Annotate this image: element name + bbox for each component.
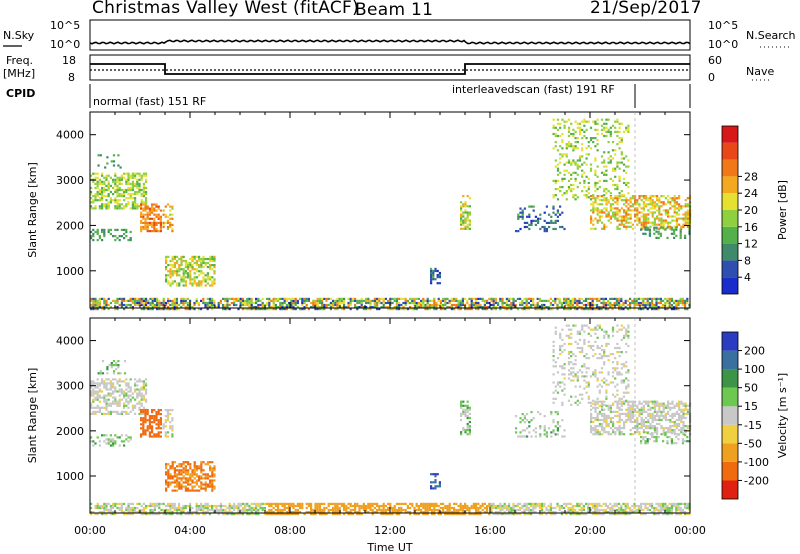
panel-0-cells <box>90 118 692 311</box>
panel-0-ylabel: Slant Range [km] <box>26 162 39 258</box>
panel-1-colorbar-segment-4 <box>722 406 738 425</box>
nave-tick-bottom: 0 <box>708 71 715 84</box>
panel-1-cb-label-4: -15 <box>744 419 762 432</box>
freq-tick-top: 18 <box>62 54 76 67</box>
panel-0-ytick-label-0: 1000 <box>56 265 84 278</box>
nsky-label: N.Sky <box>3 29 35 42</box>
panel-1-colorbar-segment-0 <box>722 480 738 499</box>
panel-0-cb-label-3: 16 <box>744 221 758 234</box>
nsearch-tick-top: 10^5 <box>708 19 739 32</box>
panel-0-ytick-label-1: 2000 <box>56 219 84 232</box>
panel-1-cb-label-0: 200 <box>744 345 765 358</box>
panel-0-colorbar-segment-4 <box>722 210 738 227</box>
panel-0-colorbar-segment-9 <box>722 126 738 143</box>
panel-0-colorbar-segment-7 <box>722 159 738 177</box>
panel-0-colorbar-segment-2 <box>722 243 738 261</box>
nave-tick-top: 60 <box>708 54 722 67</box>
cpid-mode-2: interleavedscan (fast) 191 RF <box>452 83 615 96</box>
panel-1-cb-label-7: -200 <box>744 474 769 487</box>
panel-1-ytick-label-3: 4000 <box>56 335 84 348</box>
panel-1-colorbar-segment-1 <box>722 461 738 481</box>
freq-tick-bottom: 8 <box>68 71 75 84</box>
panel-0-cb-label-0: 4 <box>744 271 751 284</box>
panel-1-ytick-label-0: 1000 <box>56 470 84 483</box>
panel-1-colorbar-segment-6 <box>722 369 738 388</box>
freq-label: Freq. <box>6 54 34 67</box>
panel-1-colorbar-segment-3 <box>722 424 738 444</box>
panel-0-ytick-label-3: 4000 <box>56 129 84 142</box>
panel-1-colorbar-segment-8 <box>722 332 738 351</box>
panel-0-cb-label-6: 28 <box>744 170 758 183</box>
nave-label: Nave <box>746 65 775 78</box>
panel-1-cb-label-6: -100 <box>744 456 769 469</box>
panel-0-cb-label-1: 8 <box>744 254 751 267</box>
beam-label: Beam 11 <box>355 0 434 20</box>
panel-1-cb-label-1: 100 <box>744 363 765 376</box>
cpid-label: CPID <box>6 87 36 100</box>
panel-1-cb-label-5: -50 <box>744 437 762 450</box>
xtick-label-3: 12:00 <box>374 524 406 537</box>
nsearch-tick-bottom: 10^0 <box>708 38 739 51</box>
panel-1-colorbar-segment-2 <box>722 443 738 462</box>
panel-0-colorbar-segment-5 <box>722 193 738 210</box>
panel-1-cb-label-2: 50 <box>744 382 758 395</box>
panel-1-ylabel: Slant Range [km] <box>26 368 39 464</box>
panel-0-colorbar-segment-3 <box>722 226 738 244</box>
panel-1-cells <box>90 324 692 516</box>
nsky-trace <box>89 39 691 45</box>
panel-0-colorbar-segment-6 <box>722 176 738 194</box>
panel-1-colorbar-segment-7 <box>722 350 738 370</box>
xtick-label-5: 20:00 <box>574 524 606 537</box>
panel-1-ytick-label-1: 2000 <box>56 425 84 438</box>
panel-0-cb-label-4: 20 <box>744 204 758 217</box>
nsky-tick-bottom: 10^0 <box>50 38 81 51</box>
nsky-tick-top: 10^5 <box>50 19 81 32</box>
freq-trace <box>90 63 690 75</box>
freq-unit: [MHz] <box>3 67 36 80</box>
station-title: Christmas Valley West (fitACF) <box>92 0 360 18</box>
panel-0-colorbar-segment-8 <box>722 142 738 160</box>
xtick-label-4: 16:00 <box>474 524 506 537</box>
panel-1-colorbar-label: Velocity [m s⁻¹] <box>776 373 789 458</box>
xtick-label-0: 00:00 <box>74 524 106 537</box>
panel-1-colorbar-frame <box>721 331 739 500</box>
panel-1-ytick-label-2: 3000 <box>56 380 84 393</box>
cpid-mode-1: normal (fast) 151 RF <box>93 95 207 108</box>
xtick-label-6: 00:00 <box>674 524 706 537</box>
panel-1-colorbar-segment-5 <box>722 387 738 407</box>
nsky-panel-frame <box>89 19 691 51</box>
freq-panel-frame <box>89 54 691 81</box>
panel-0-colorbar-segment-1 <box>722 260 738 278</box>
date-label: 21/Sep/2017 <box>590 0 702 18</box>
x-axis-label: Time UT <box>366 541 412 554</box>
panel-0-colorbar-segment-0 <box>722 277 738 294</box>
panel-1-cb-label-3: 15 <box>744 400 758 413</box>
panel-0-colorbar-label: Power [dB] <box>776 180 789 240</box>
xtick-label-2: 08:00 <box>274 524 306 537</box>
nsearch-label: N.Search <box>746 29 796 42</box>
panel-0-cb-label-2: 12 <box>744 238 758 251</box>
panel-0-ytick-label-2: 3000 <box>56 174 84 187</box>
xtick-label-1: 04:00 <box>174 524 206 537</box>
panel-0-cb-label-5: 24 <box>744 187 758 200</box>
